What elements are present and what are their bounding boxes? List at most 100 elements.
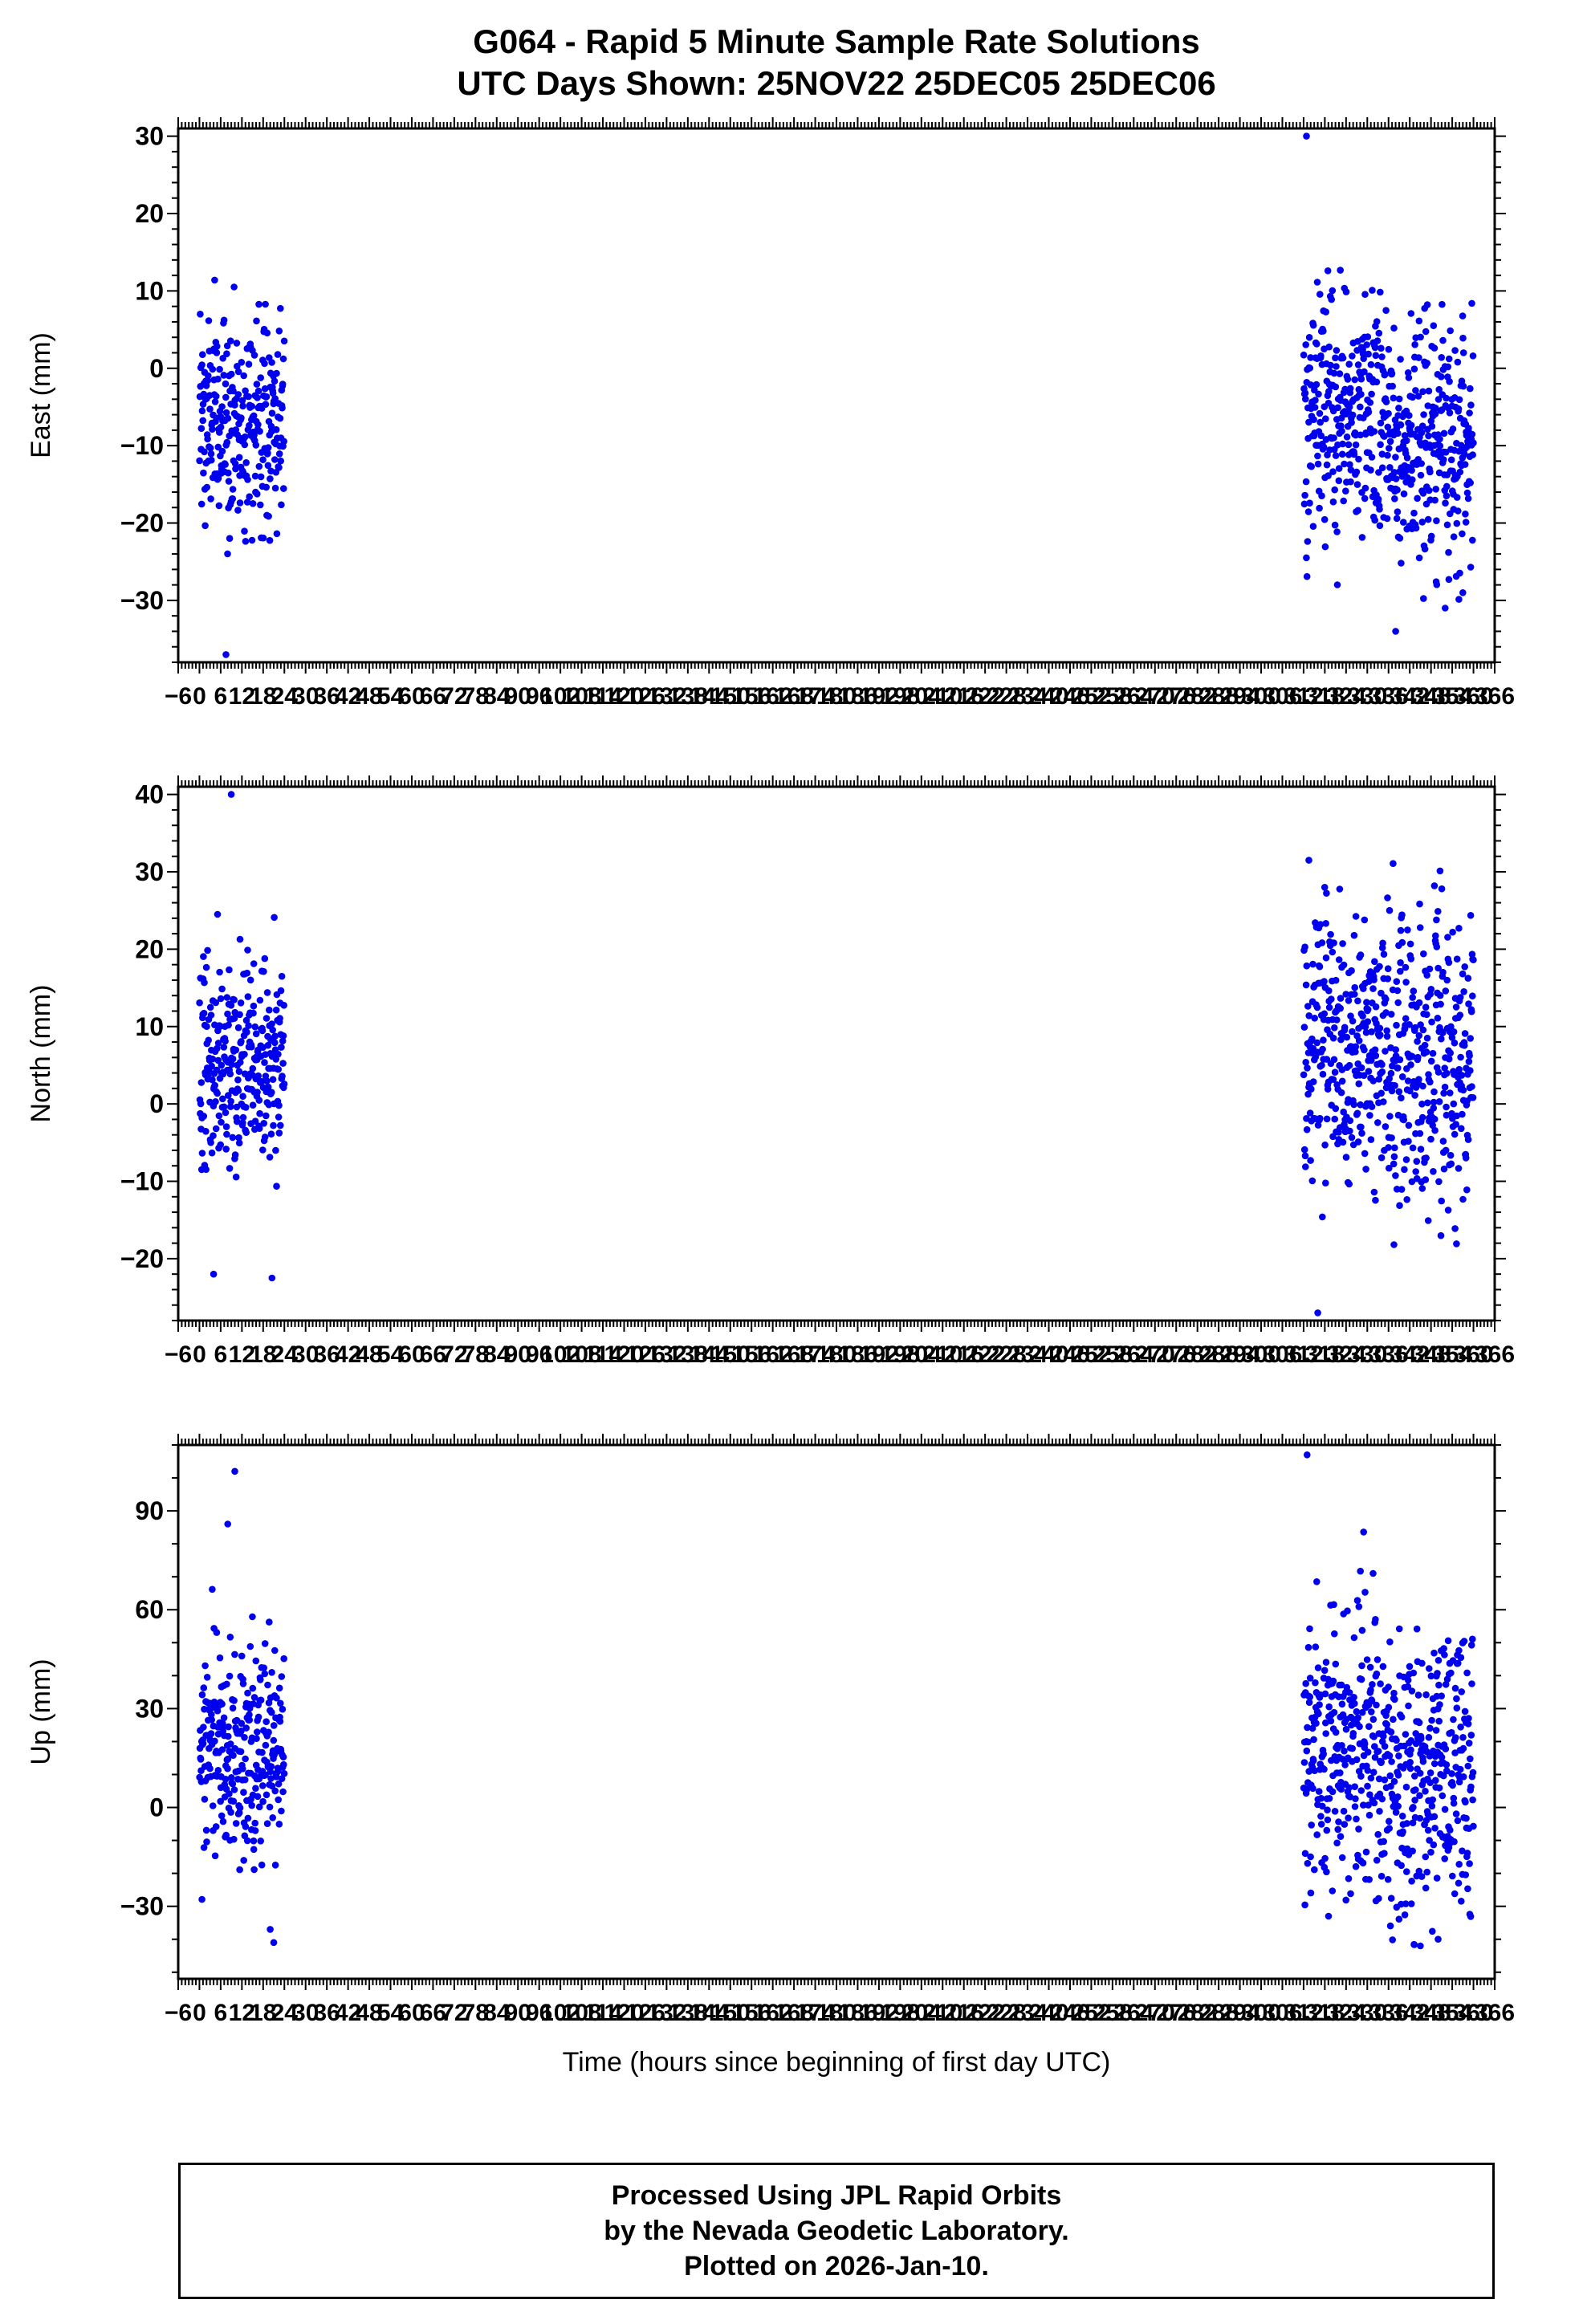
outlier-point xyxy=(1434,1935,1442,1943)
data-point xyxy=(1464,1136,1472,1143)
data-point xyxy=(226,1672,234,1680)
data-point xyxy=(1357,1773,1365,1780)
data-point xyxy=(275,1113,283,1121)
data-point xyxy=(1467,1007,1475,1015)
data-point xyxy=(207,450,215,458)
data-point xyxy=(1434,396,1443,403)
data-point xyxy=(1377,1031,1384,1039)
svg-text:12: 12 xyxy=(229,683,255,710)
data-point xyxy=(1373,1020,1380,1028)
data-point xyxy=(1402,1900,1410,1907)
outlier-point xyxy=(1417,1942,1424,1950)
data-point xyxy=(1417,1021,1424,1028)
data-point xyxy=(257,473,265,481)
data-point xyxy=(1397,926,1405,934)
data-point xyxy=(1408,466,1415,474)
data-point xyxy=(206,1764,214,1773)
data-point xyxy=(1422,1154,1430,1162)
data-point xyxy=(1463,489,1471,497)
data-point xyxy=(1340,961,1348,969)
data-point xyxy=(1384,965,1392,972)
data-point xyxy=(242,1724,250,1732)
svg-text:36: 36 xyxy=(313,683,340,710)
y-axis-label: North (mm) xyxy=(26,985,56,1123)
data-point xyxy=(1450,1028,1458,1036)
svg-text:20: 20 xyxy=(135,199,164,228)
data-point xyxy=(198,1691,206,1699)
data-point xyxy=(252,1785,259,1792)
data-point xyxy=(1444,934,1451,941)
chart-header: G064 - Rapid 5 Minute Sample Rate Soluti… xyxy=(178,0,1495,104)
data-point xyxy=(271,484,279,492)
data-point xyxy=(1370,1799,1378,1807)
data-point xyxy=(1464,1762,1472,1770)
data-point xyxy=(1426,1779,1434,1786)
data-point xyxy=(1315,390,1322,398)
data-point xyxy=(1461,1030,1469,1037)
data-point xyxy=(1316,963,1324,971)
data-point xyxy=(280,1770,288,1777)
data-point xyxy=(1364,1018,1372,1025)
data-point xyxy=(220,1103,228,1111)
data-point xyxy=(213,349,221,356)
outlier-point xyxy=(210,1270,218,1278)
data-point xyxy=(1463,1186,1471,1194)
svg-text:306: 306 xyxy=(1262,683,1302,710)
data-point xyxy=(1385,345,1393,353)
data-point xyxy=(1431,1126,1439,1134)
data-point xyxy=(1396,1056,1404,1064)
data-point xyxy=(1442,449,1450,456)
data-point xyxy=(1427,532,1435,540)
data-point xyxy=(1325,987,1333,995)
data-point xyxy=(1345,441,1353,449)
data-point xyxy=(1410,987,1418,995)
data-point xyxy=(1378,1060,1386,1068)
data-point xyxy=(1309,1785,1316,1793)
svg-text:10: 10 xyxy=(135,276,164,305)
data-point xyxy=(243,1837,251,1845)
data-point xyxy=(1388,1758,1395,1765)
data-point xyxy=(1375,1895,1382,1903)
data-point xyxy=(1389,382,1396,390)
data-point xyxy=(1397,421,1405,429)
data-point xyxy=(1330,939,1337,946)
data-point xyxy=(230,1797,238,1805)
data-point xyxy=(1447,456,1455,464)
data-point xyxy=(1367,1774,1375,1782)
data-point xyxy=(1402,963,1410,971)
data-point xyxy=(1445,1055,1453,1063)
data-point xyxy=(1437,1000,1444,1008)
data-point xyxy=(1408,1687,1416,1695)
data-point xyxy=(1340,497,1347,505)
data-point xyxy=(1377,344,1385,352)
data-point xyxy=(279,1037,287,1044)
data-point xyxy=(236,499,244,507)
data-point xyxy=(1337,422,1345,429)
svg-text:276: 276 xyxy=(1156,683,1196,710)
outlier-point xyxy=(222,651,230,658)
data-point xyxy=(275,1796,283,1804)
data-point xyxy=(1301,1850,1309,1858)
data-point xyxy=(1300,351,1308,359)
data-point xyxy=(1467,1913,1475,1920)
data-point xyxy=(1315,1710,1322,1718)
data-point xyxy=(201,979,208,987)
data-point xyxy=(244,946,251,954)
data-point xyxy=(220,1714,228,1722)
data-point xyxy=(1333,347,1341,354)
data-point xyxy=(271,456,279,463)
svg-text:156: 156 xyxy=(731,1341,771,1368)
data-point xyxy=(1330,434,1337,442)
data-point xyxy=(1338,1077,1346,1085)
data-point xyxy=(1429,1049,1437,1057)
outlier-point xyxy=(227,791,235,798)
data-point xyxy=(1424,1217,1432,1224)
data-point xyxy=(1459,970,1467,978)
data-point xyxy=(1348,419,1355,426)
data-point xyxy=(1328,295,1335,303)
data-point xyxy=(1451,1225,1459,1232)
data-point xyxy=(1414,1053,1422,1061)
data-point xyxy=(1439,1138,1447,1145)
data-point xyxy=(1455,925,1463,932)
data-point xyxy=(1368,454,1376,461)
